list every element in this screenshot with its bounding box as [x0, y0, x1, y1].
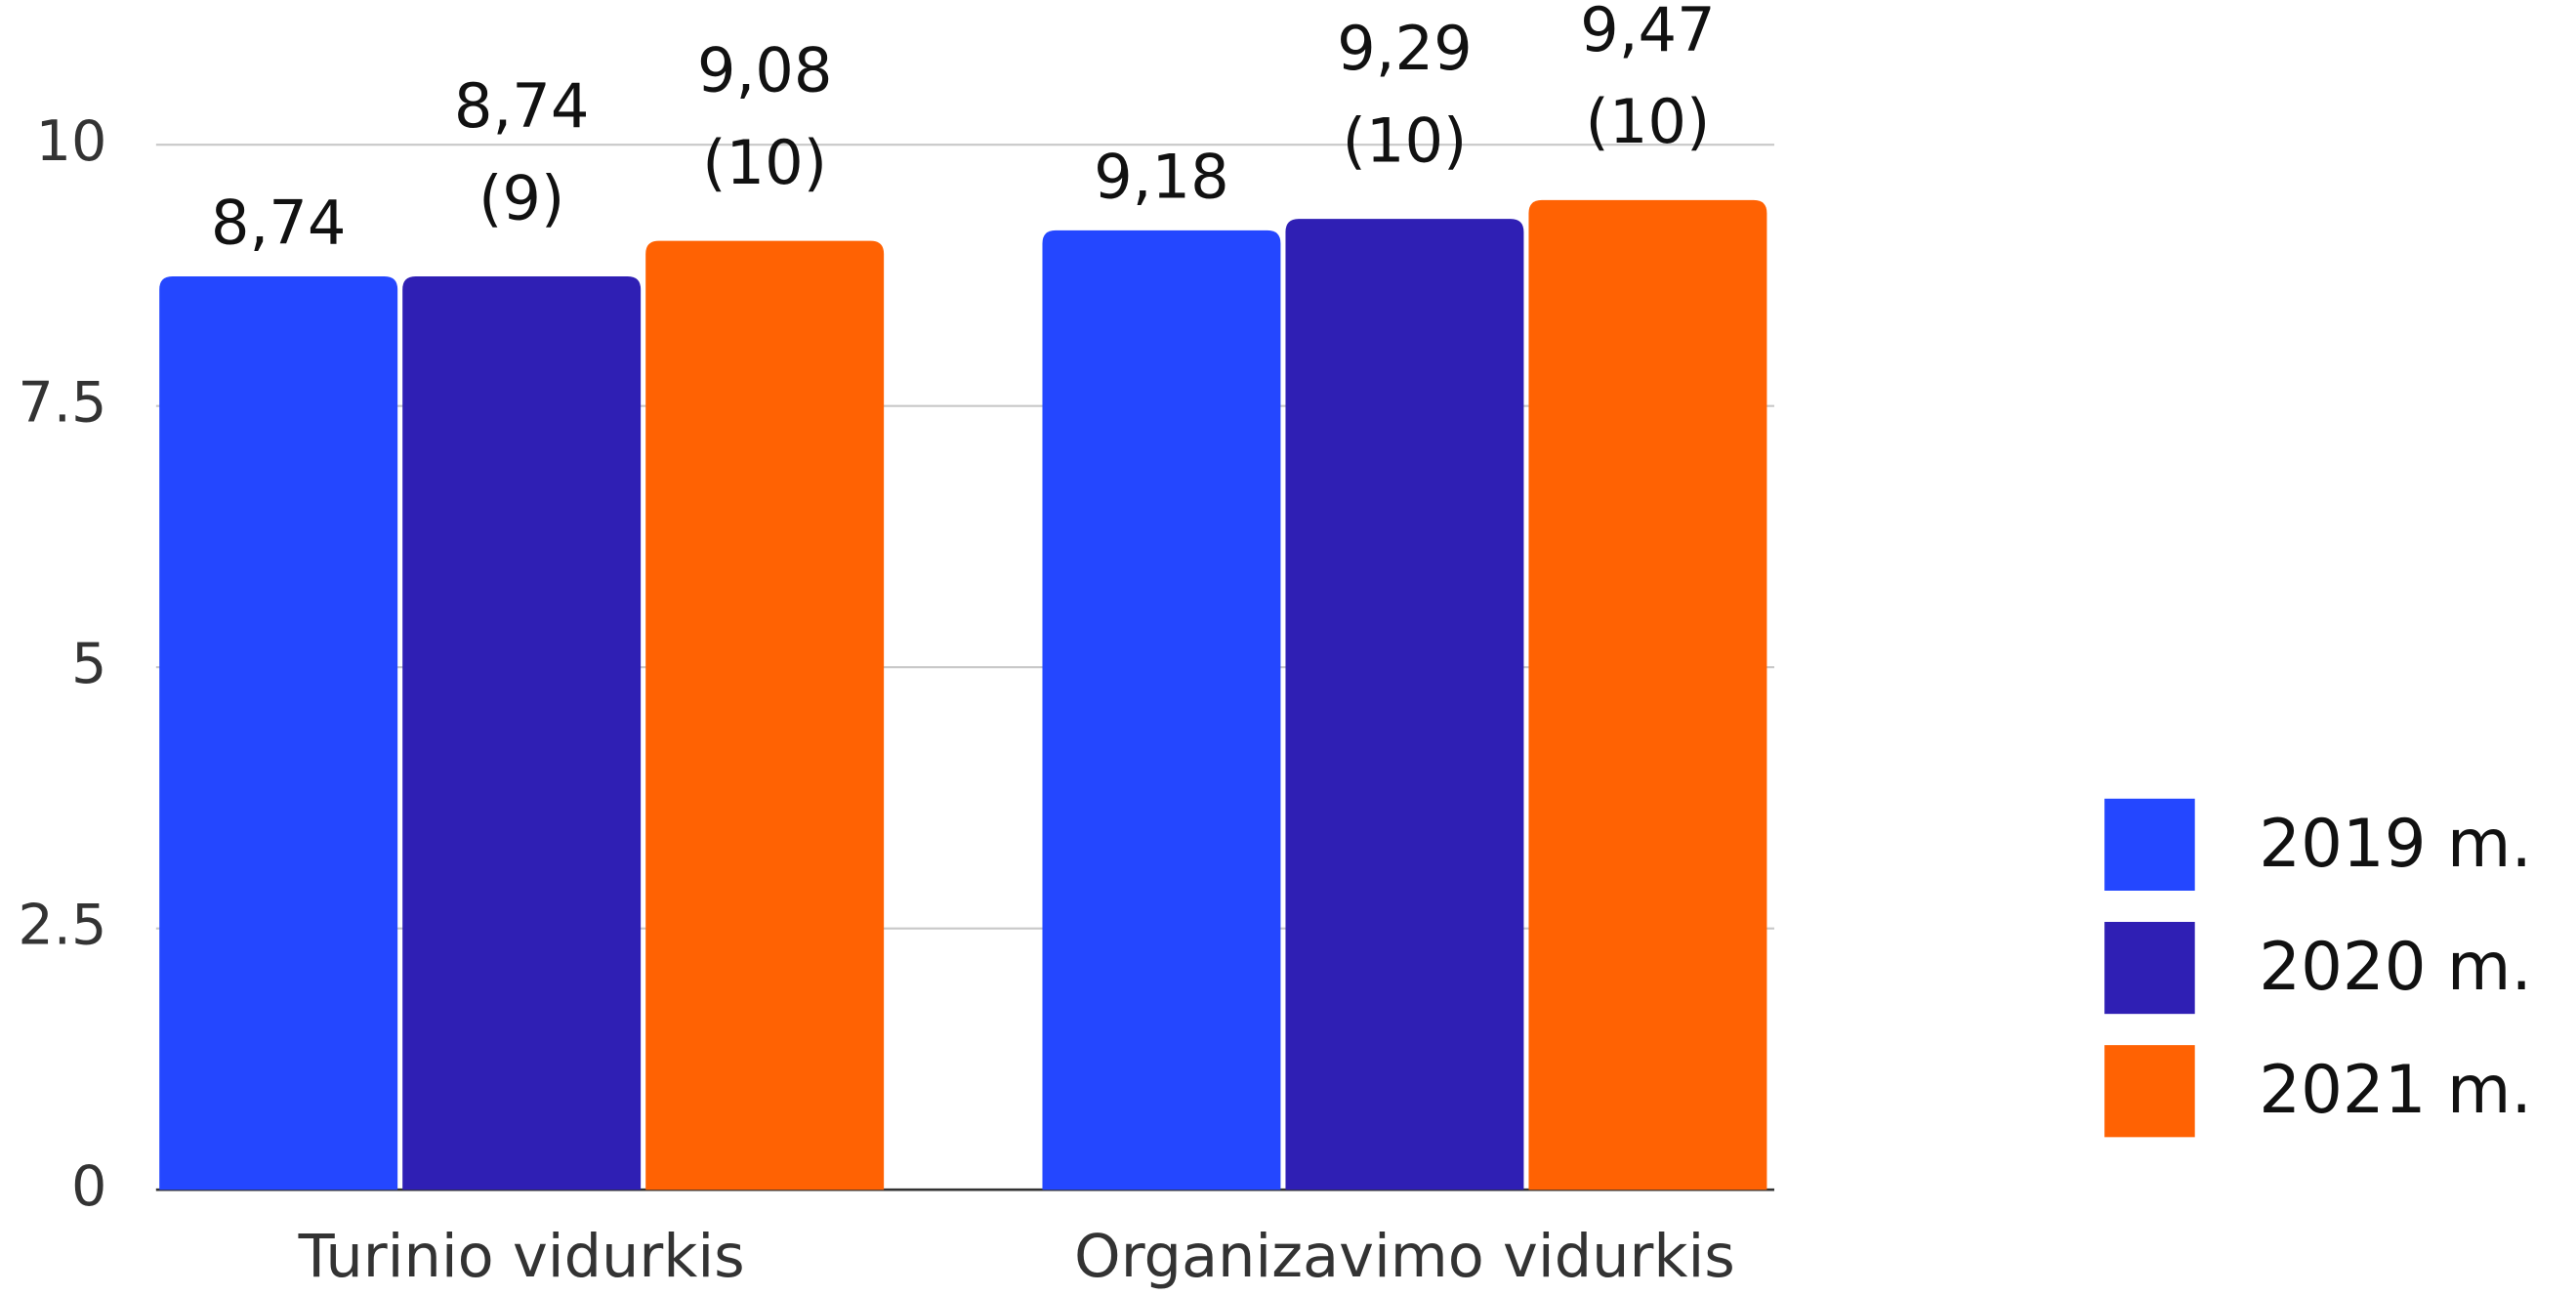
y-tick-label: 7.5: [18, 370, 106, 435]
legend-swatch: [2104, 921, 2195, 1015]
value-label: 9,08 (10): [697, 35, 833, 198]
bar: [159, 276, 398, 1191]
value-label: 8,74: [211, 188, 347, 259]
x-tick-label: Turinio vidurkis: [298, 1223, 745, 1291]
bar: [1528, 199, 1767, 1191]
y-tick-label: 10: [36, 109, 107, 174]
y-tick-label: 0: [71, 1154, 106, 1219]
value-label: 9,18: [1094, 142, 1229, 213]
y-tick-label: 2.5: [18, 893, 106, 957]
legend-swatch: [2104, 1045, 2195, 1138]
value-label: 9,47 (10): [1580, 0, 1716, 157]
value-label: 9,29 (10): [1337, 13, 1473, 176]
legend-label: 2021 m.: [2259, 1052, 2532, 1128]
y-tick-label: 5: [71, 632, 106, 696]
legend-label: 2020 m.: [2259, 929, 2532, 1005]
bar: [1042, 230, 1281, 1191]
legend-swatch: [2104, 798, 2195, 891]
bar: [645, 240, 885, 1191]
legend-label: 2019 m.: [2259, 806, 2532, 882]
x-tick-label: Organizavimo vidurkis: [1074, 1223, 1735, 1291]
bar: [1285, 219, 1524, 1191]
value-label: 8,74 (9): [454, 70, 590, 233]
bar: [402, 276, 642, 1191]
